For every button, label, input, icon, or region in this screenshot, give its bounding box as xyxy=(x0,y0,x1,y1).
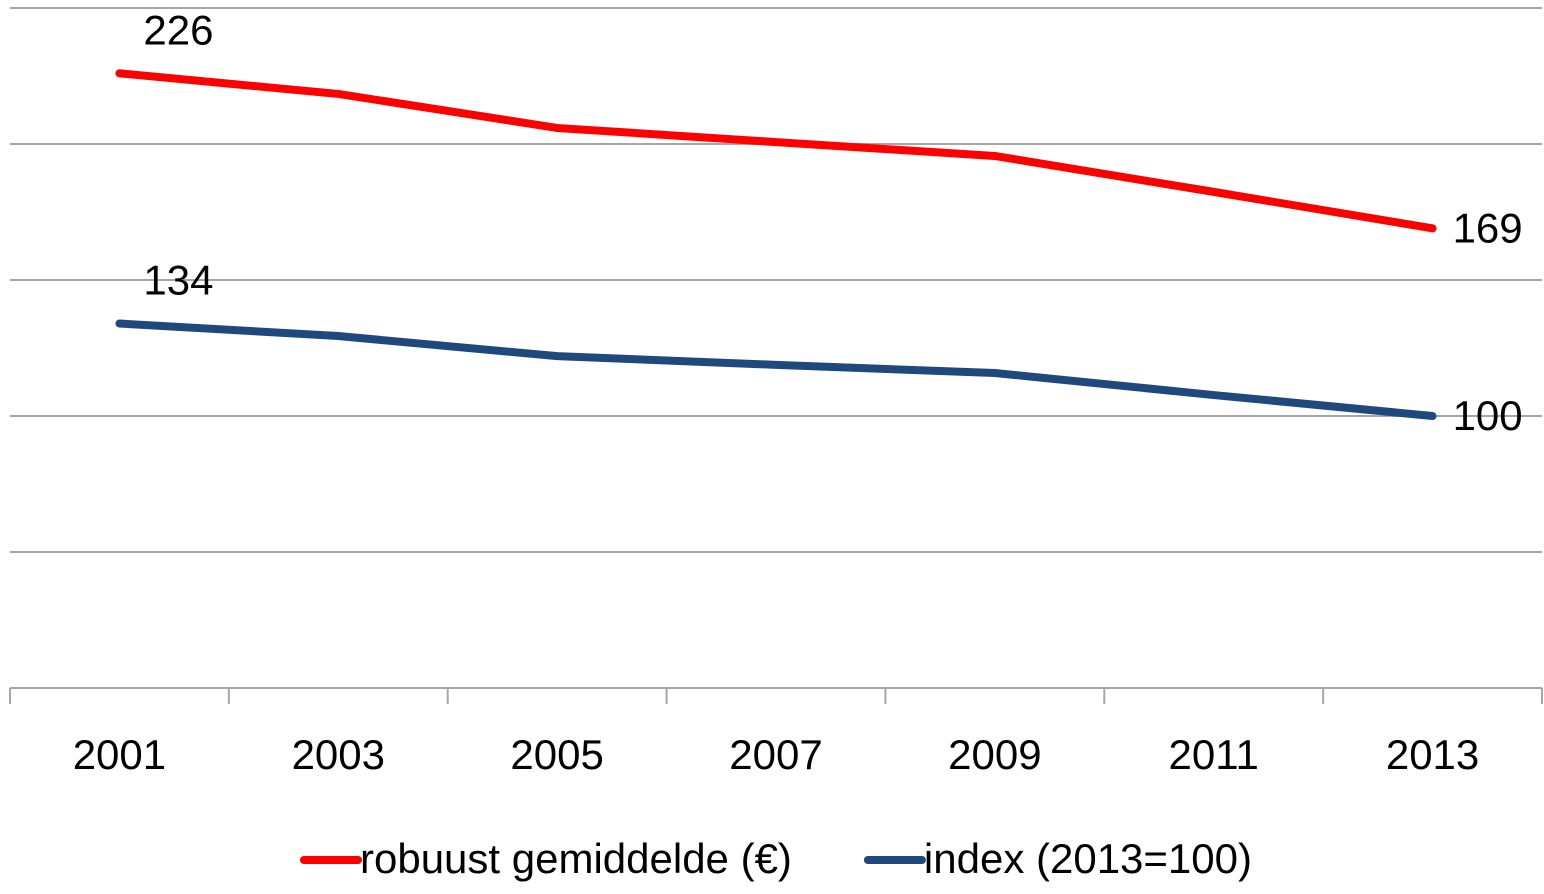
data-label: 100 xyxy=(1453,392,1523,439)
x-tick-label: 2001 xyxy=(73,731,166,778)
x-tick-label: 2003 xyxy=(292,731,385,778)
line-series xyxy=(115,319,1437,420)
x-tick-label: 2011 xyxy=(1169,731,1259,778)
legend-label: robuust gemiddelde (€) xyxy=(360,835,792,882)
x-tick-label: 2005 xyxy=(510,731,603,778)
x-tick-label: 2013 xyxy=(1386,731,1479,778)
x-tick-label: 2009 xyxy=(948,731,1041,778)
data-label: 134 xyxy=(143,257,213,304)
line-series xyxy=(115,69,1437,233)
legend: robuust gemiddelde (€) index (2013=100) xyxy=(299,835,1252,882)
data-label: 226 xyxy=(143,6,213,53)
legend-label: index (2013=100) xyxy=(924,835,1252,882)
data-label: 169 xyxy=(1453,204,1523,251)
x-tick-label: 2007 xyxy=(729,731,822,778)
